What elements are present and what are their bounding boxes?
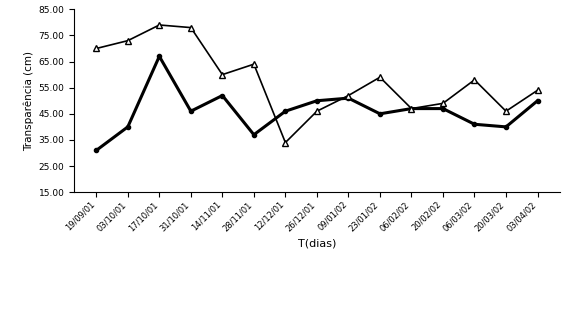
CN [376,112,383,116]
CH [251,62,258,66]
CN [534,99,541,103]
CH [502,109,509,113]
X-axis label: T(dias): T(dias) [297,238,336,248]
CH [471,78,478,82]
CN [156,55,163,58]
CH [345,94,352,97]
CH [534,88,541,92]
CN [440,107,447,110]
Line: CN: CN [94,54,540,153]
CH [408,107,415,110]
CN [313,99,320,103]
CH [440,101,447,105]
CH [124,39,131,42]
CN [282,109,289,113]
CN [124,125,131,129]
CN [251,133,258,137]
CN [187,109,194,113]
CH [313,109,320,113]
CN [471,122,478,126]
CH [376,75,383,79]
CN [502,125,509,129]
CH [219,73,226,77]
Y-axis label: Transparência (cm): Transparência (cm) [24,51,34,151]
CN [408,107,415,110]
CH [187,26,194,29]
CN [219,94,226,97]
CN [93,148,100,152]
CH [93,46,100,50]
CH [282,141,289,144]
CH [156,23,163,27]
Line: CH: CH [93,21,541,146]
CN [345,96,352,100]
